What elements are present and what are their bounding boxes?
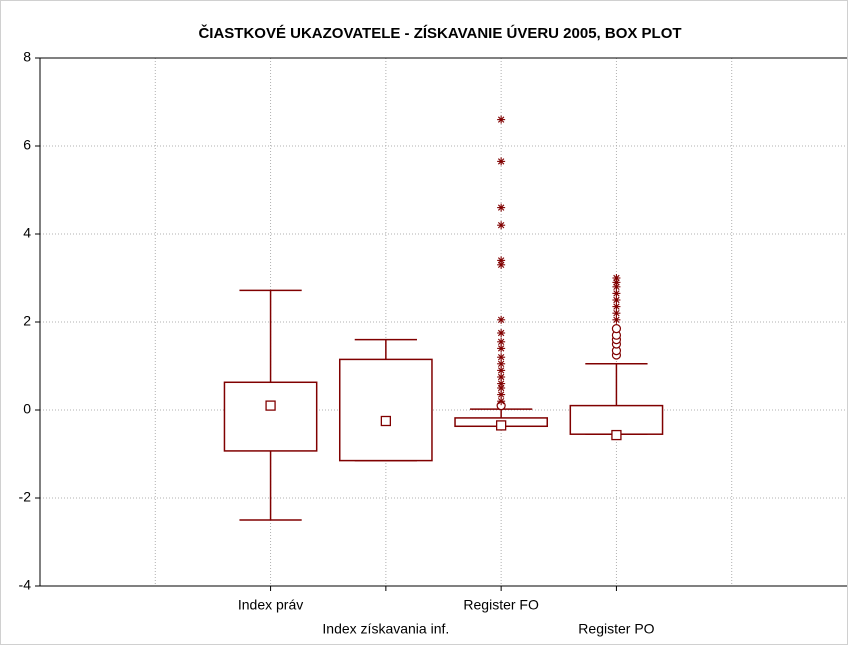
y-tick-label: -2 xyxy=(19,489,32,505)
outlier xyxy=(611,324,622,334)
box xyxy=(338,358,433,462)
extreme-stroke xyxy=(613,310,620,317)
extreme xyxy=(497,256,506,265)
y-tick-label: -4 xyxy=(19,577,32,593)
extreme-stroke xyxy=(613,290,620,297)
median-marker xyxy=(611,429,622,441)
extreme-stroke xyxy=(497,316,505,323)
extreme-stroke xyxy=(497,257,505,264)
extreme-stroke xyxy=(497,329,505,337)
extreme xyxy=(497,329,506,337)
extreme-stroke xyxy=(613,303,620,310)
box xyxy=(223,381,318,452)
y-tick-label: 6 xyxy=(23,137,31,153)
extreme xyxy=(497,397,506,406)
extreme xyxy=(497,221,506,230)
x-tick-label: Index práv xyxy=(238,597,303,613)
chart-title: ČIASTKOVÉ UKAZOVATELE - ZÍSKAVANIE ÚVERU… xyxy=(198,24,681,42)
median-marker xyxy=(265,400,276,411)
extreme-stroke xyxy=(613,296,620,304)
extreme xyxy=(612,274,621,282)
extreme xyxy=(497,115,506,124)
x-tick-label: Index získavania inf. xyxy=(322,621,449,637)
extreme-stroke xyxy=(497,204,505,211)
extreme-stroke xyxy=(497,360,505,367)
extreme-stroke xyxy=(497,345,505,352)
extreme-stroke xyxy=(497,398,505,405)
y-tick-label: 0 xyxy=(23,401,31,417)
median-marker xyxy=(380,415,392,427)
extreme-stroke xyxy=(497,116,505,123)
y-tick-label: 4 xyxy=(23,225,31,241)
extreme-stroke xyxy=(497,391,505,398)
box xyxy=(569,404,664,435)
extreme xyxy=(612,315,621,324)
extreme xyxy=(497,315,506,324)
extreme-stroke xyxy=(613,316,620,323)
extreme-stroke xyxy=(497,367,505,374)
y-tick-label: 2 xyxy=(23,313,31,329)
extreme xyxy=(612,289,621,298)
extreme xyxy=(497,337,506,346)
extreme-stroke xyxy=(613,274,620,282)
y-tick-label: 8 xyxy=(23,49,31,65)
extreme-stroke xyxy=(497,380,505,387)
median-marker xyxy=(495,420,507,431)
extreme-stroke xyxy=(497,373,505,381)
extreme xyxy=(497,353,506,362)
x-tick-label: Register PO xyxy=(578,621,654,637)
extreme xyxy=(497,203,506,212)
extreme-stroke xyxy=(497,222,505,229)
extreme xyxy=(497,157,506,166)
x-tick-label: Register FO xyxy=(463,597,539,613)
extreme-stroke xyxy=(497,354,505,361)
extreme-stroke xyxy=(497,158,505,165)
extreme-stroke xyxy=(497,338,505,345)
